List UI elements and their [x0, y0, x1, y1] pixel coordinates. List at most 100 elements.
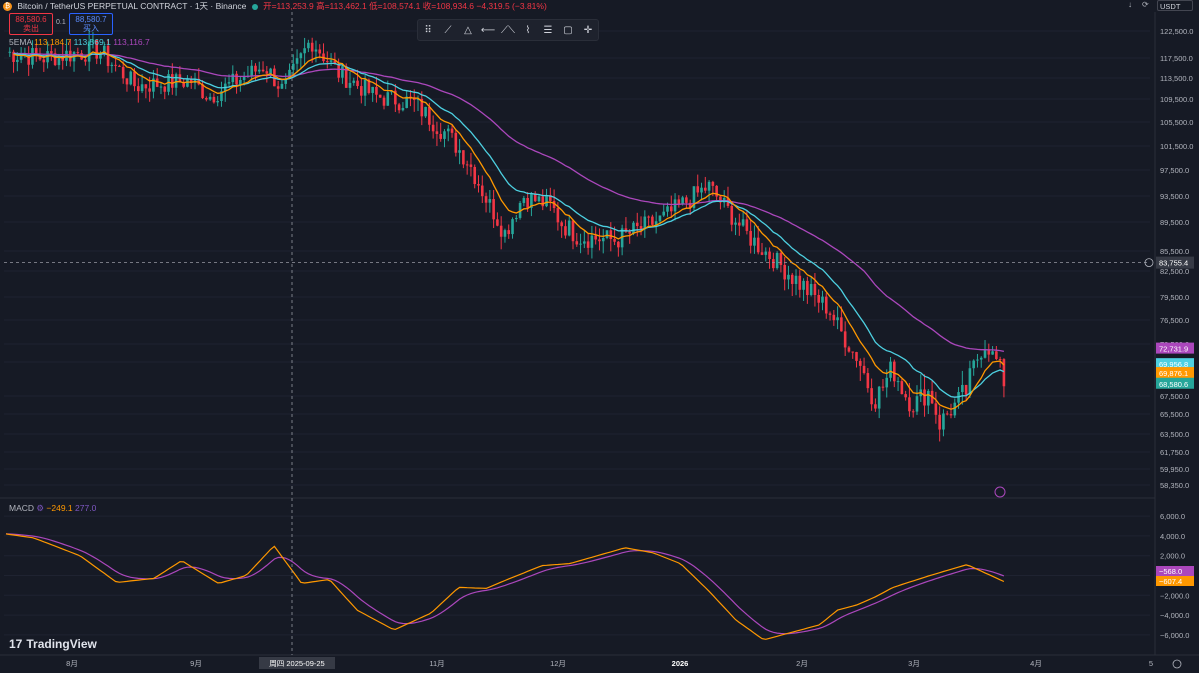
- macd-legend[interactable]: MACD ⚙ −249.1 277.0: [9, 503, 96, 514]
- candle-body: [484, 196, 488, 203]
- candle-body: [893, 361, 896, 382]
- time-tick-label: 11月: [429, 659, 444, 668]
- candle-body: [942, 413, 945, 430]
- crosshair-date-box: [259, 657, 335, 669]
- candle-body: [193, 78, 197, 84]
- candle-body: [605, 230, 609, 239]
- candle-body: [212, 96, 216, 103]
- toolbar-tool-3-icon[interactable]: ⟵: [480, 24, 496, 36]
- buy-button[interactable]: 88,580.7 买入: [69, 13, 113, 35]
- candle-body: [840, 317, 843, 332]
- toolbar-tool-5-icon[interactable]: ⌇: [525, 24, 531, 36]
- candle-body: [284, 78, 288, 84]
- ema-legend[interactable]: 5EMA 113,184.7 113,569.1 113,116.7: [9, 37, 150, 47]
- candle-body: [314, 49, 318, 52]
- sell-label: 卖出: [23, 24, 39, 33]
- candle-body: [987, 349, 991, 355]
- toolbar-tool-4-icon[interactable]: ⟋⟍: [501, 24, 515, 36]
- candle-body: [273, 68, 276, 87]
- candle-body: [779, 252, 783, 265]
- candle-body: [27, 55, 30, 65]
- time-tick-label: 9月: [190, 659, 202, 668]
- candle-body: [651, 216, 654, 225]
- candle-body: [265, 71, 269, 74]
- candle-body: [465, 164, 469, 166]
- candle-body: [462, 150, 465, 165]
- refresh-icon[interactable]: ⟳: [1142, 0, 1149, 9]
- candle-body: [673, 199, 677, 212]
- toolbar-tool-8-icon[interactable]: ✛: [583, 24, 593, 36]
- toolbar-tool-6-icon[interactable]: ☰: [543, 24, 553, 36]
- candle-body: [91, 40, 95, 42]
- price-tick-label: 109,500.0: [1160, 95, 1193, 104]
- candle-body: [662, 211, 666, 216]
- candle-body: [363, 79, 367, 96]
- candle-body: [666, 206, 669, 212]
- price-tick-label: 59,950.0: [1160, 465, 1189, 474]
- candle-body: [745, 219, 749, 231]
- candle-body: [579, 243, 582, 245]
- settings-icon[interactable]: ⚙: [36, 503, 45, 513]
- candle-body: [904, 394, 907, 398]
- candle-body: [549, 195, 552, 201]
- candle-body: [753, 237, 756, 246]
- sell-button[interactable]: 88,580.6 卖出: [9, 13, 53, 35]
- candle-body: [102, 45, 106, 54]
- candle-body: [42, 59, 46, 63]
- candle-body: [586, 241, 590, 248]
- candle-body: [768, 251, 771, 260]
- candle-body: [889, 361, 892, 378]
- candle-body: [38, 55, 42, 60]
- macd-legend-name: MACD: [9, 503, 35, 513]
- ema-legend-name: 5EMA: [9, 37, 32, 47]
- toolbar-tool-2-icon[interactable]: △: [464, 24, 472, 36]
- candle-body: [696, 186, 700, 193]
- candle-body: [57, 55, 61, 66]
- toolbar-tool-1-icon[interactable]: ⟋: [444, 24, 452, 36]
- candle-body: [530, 193, 533, 208]
- currency-select[interactable]: USDT: [1157, 0, 1193, 11]
- candle-body: [254, 65, 257, 72]
- toolbar-tool-7-icon[interactable]: ▢: [563, 24, 573, 36]
- candle-body: [564, 226, 567, 236]
- price-tick-label: 97,500.0: [1160, 166, 1189, 175]
- toolbar-tool-0-icon[interactable]: ⠿: [424, 24, 432, 36]
- candle-body: [53, 53, 57, 66]
- current-value-label: 68,580.6: [1159, 380, 1188, 389]
- add-alert-icon: [1144, 258, 1154, 268]
- candle-body: [998, 358, 1002, 360]
- candle-body: [239, 80, 242, 85]
- current-value-box: [1156, 358, 1194, 370]
- current-value-label: 69,956.8: [1159, 360, 1188, 369]
- candle-body: [276, 86, 280, 89]
- download-icon[interactable]: ↓: [1128, 0, 1132, 9]
- candle-body: [707, 181, 711, 191]
- candle-body: [617, 241, 620, 248]
- candle-body: [329, 60, 333, 62]
- current-value-label: 72,731.9: [1159, 345, 1188, 354]
- candle-body: [961, 384, 964, 393]
- candle-body: [628, 231, 631, 234]
- candle-body: [734, 222, 737, 225]
- candle-body: [503, 230, 507, 237]
- candle-body: [545, 195, 548, 207]
- candle-body: [817, 295, 820, 303]
- buy-price: 88,580.7: [75, 15, 107, 24]
- candle-body: [685, 197, 688, 203]
- candle-body: [121, 66, 125, 79]
- time-tick-label: 5: [1149, 659, 1153, 668]
- market-status-icon: [251, 3, 258, 10]
- macd-current-box: [1156, 576, 1194, 586]
- candle-body: [242, 76, 246, 81]
- candle-body: [344, 66, 348, 88]
- macd-tick-label: −6,000.0: [1160, 631, 1189, 640]
- candle-body: [575, 241, 579, 245]
- ema-legend-value-1: 113,184.7: [34, 37, 72, 47]
- candle-body: [473, 166, 477, 185]
- symbol-title[interactable]: Bitcoin / TetherUS PERPETUAL CONTRACT · …: [17, 1, 247, 11]
- macd-legend-value-2: 277.0: [75, 503, 97, 513]
- candle-body: [813, 283, 817, 296]
- candle-body: [280, 83, 284, 89]
- price-tick-label: 65,500.0: [1160, 410, 1189, 419]
